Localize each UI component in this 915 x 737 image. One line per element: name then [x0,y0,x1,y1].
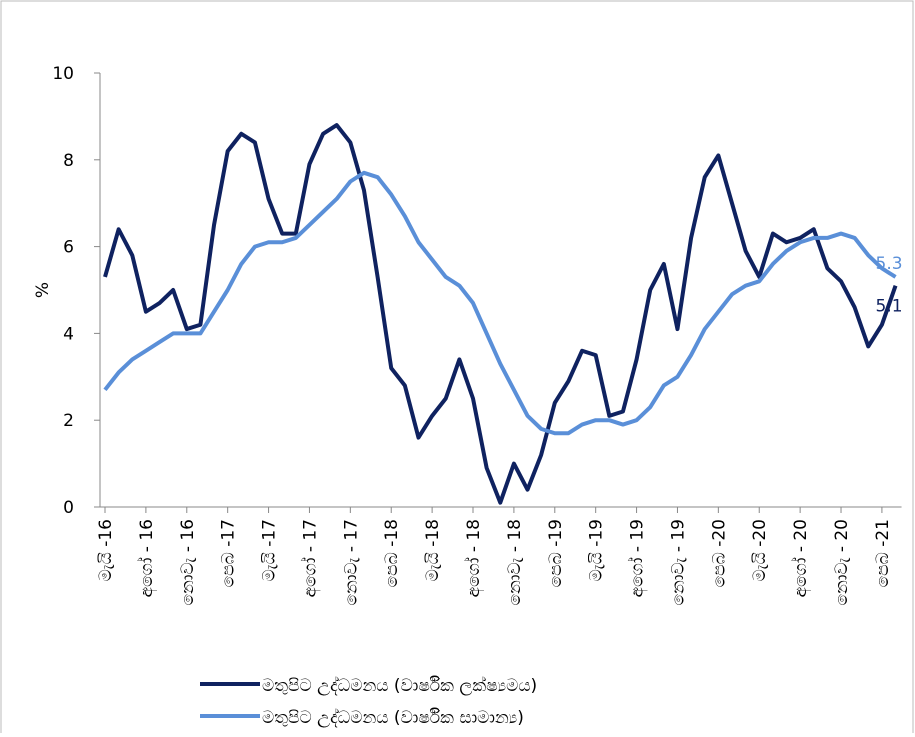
line-series [103,170,897,436]
x-tick-label: අගෝ - 19 [628,519,649,597]
legend-label: මතුපිට උද්ධමනය (වාර්ෂික ලක්ෂ්‍යමය) [262,676,537,696]
x-tick-label: නොවැ - 20 [832,519,852,606]
x-tick-label: නොවැ - 17 [341,519,361,606]
y-tick-label: 2 [63,411,74,431]
x-tick-label: නොවැ - 19 [668,519,688,606]
x-tick-label: මැයි -20 [750,519,770,581]
x-tick-label: මැයි -18 [423,519,443,581]
x-tick-label: මැයි -16 [96,519,116,581]
y-axis-label: % [33,282,53,298]
x-tick-label: අගෝ - 18 [464,519,485,597]
x-tick-label: පෙබ -20 [709,519,729,587]
y-tick-label: 0 [63,498,74,518]
legend-label: මතුපිට උද්ධමනය (වාර්ෂික සාමාන්‍ය) [262,708,524,728]
x-tick-label: අගෝ - 20 [791,519,812,597]
x-tick-label: පෙබ -17 [219,519,239,587]
x-tick-label: පෙබ -18 [382,519,402,587]
y-tick-label: 6 [63,238,74,258]
end-label: 5.1 [876,297,903,317]
y-tick-label: 4 [63,324,74,344]
x-tick-label: මැයි -19 [587,519,607,581]
x-tick-label: නොවැ - 16 [178,519,198,606]
y-tick-label: 8 [63,151,74,171]
x-tick-label: අගෝ - 16 [137,519,158,597]
x-tick-label: අගෝ - 17 [300,519,321,597]
x-tick-label: පෙබ -21 [873,519,893,587]
x-tick-label: පෙබ -19 [546,519,566,587]
y-tick-label: 10 [52,64,74,84]
x-tick-label: මැයි -17 [260,519,280,581]
end-label: 5.3 [876,254,903,274]
x-tick-label: නොවැ - 18 [505,519,525,606]
line-series [103,123,898,505]
